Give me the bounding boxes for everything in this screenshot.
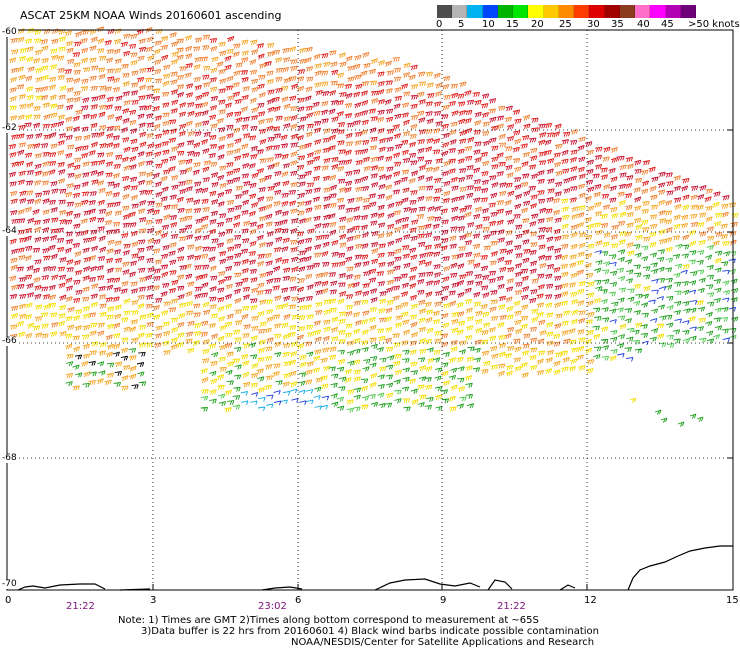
color-swatch (619, 5, 636, 18)
color-swatch (467, 5, 483, 18)
lon-label: 0 (5, 595, 12, 606)
scale-tick-label: 40 (637, 19, 650, 30)
footnote-line-2: 3)Data buffer is 22 hrs from 20160601 4)… (141, 626, 599, 637)
scale-tick-label: 15 (506, 19, 519, 30)
wind-barbs (240, 388, 329, 412)
lat-label: -62 (1, 123, 18, 133)
scale-tick-label: 20 (531, 19, 544, 30)
wind-barbs (74, 351, 146, 390)
color-swatch (437, 5, 453, 18)
wind-barbs (8, 90, 730, 304)
color-swatch (543, 5, 559, 18)
footnote-line-1: Note: 1) Times are GMT 2)Times along bot… (118, 615, 539, 626)
credit-line: NOAA/NESDIS/Center for Satellite Applica… (291, 637, 595, 648)
color-swatch (497, 5, 514, 18)
pass-time-label: 21:22 (66, 601, 95, 612)
scale-tick-label: 0 (436, 19, 443, 30)
lat-label: -70 (1, 579, 18, 589)
color-swatch (528, 5, 544, 18)
lon-label: 6 (295, 595, 302, 606)
scale-tick-label: 35 (611, 19, 624, 30)
wind-barb-swath (8, 26, 739, 427)
scale-tick-label: 30 (587, 19, 600, 30)
lon-label: 12 (584, 595, 597, 606)
plot-frame (6, 29, 734, 591)
lat-label: -66 (1, 336, 18, 346)
color-swatch (513, 5, 529, 18)
wind-speed-color-scale (437, 5, 696, 18)
lon-label: 15 (726, 595, 739, 606)
scale-tick-label: 10 (482, 19, 495, 30)
color-swatch (574, 5, 590, 18)
pass-time-label: 21:22 (497, 601, 526, 612)
color-swatch (635, 5, 651, 18)
scale-unit-label: >50 knots (688, 19, 740, 30)
pass-time-label: 23:02 (258, 601, 287, 612)
wind-barbs (201, 243, 737, 413)
color-swatch (452, 5, 468, 18)
lat-lon-grid (7, 29, 733, 590)
wind-barbs (8, 28, 712, 304)
lat-label: -68 (1, 453, 18, 463)
wind-barbs (250, 250, 737, 406)
color-swatch (589, 5, 605, 18)
color-swatch (680, 5, 696, 18)
lat-label: -60 (1, 27, 18, 37)
color-swatch (604, 5, 620, 18)
scale-tick-label: 25 (559, 19, 572, 30)
antarctic-coastline (17, 545, 733, 591)
scale-tick-label: 5 (458, 19, 465, 30)
color-swatch (665, 5, 681, 18)
color-swatch (558, 5, 575, 18)
wind-barbs (9, 28, 739, 413)
color-swatch (650, 5, 666, 18)
lon-label: 3 (150, 595, 157, 606)
color-swatch (482, 5, 498, 18)
wind-barbs (8, 28, 737, 391)
map-title: ASCAT 25KM NOAA Winds 20160601 ascending (20, 9, 282, 22)
lat-label: -64 (1, 226, 18, 236)
wind-barbs (65, 244, 739, 427)
lon-label: 9 (440, 595, 447, 606)
scale-tick-label: 45 (661, 19, 674, 30)
